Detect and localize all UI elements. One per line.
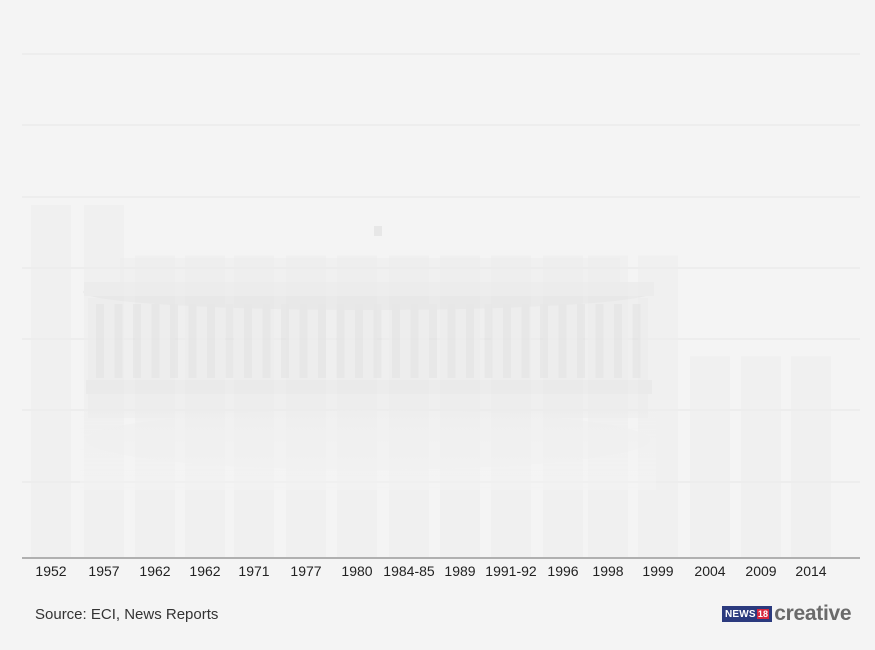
building-column — [392, 304, 400, 378]
logo-badge: NEWS 18 — [722, 606, 773, 622]
x-tick-label: 2004 — [694, 563, 725, 579]
x-tick-label: 1991-92 — [485, 563, 537, 579]
building-column — [466, 304, 474, 378]
x-tick-label: 1980 — [341, 563, 372, 579]
building-column — [262, 304, 271, 378]
building-column — [170, 304, 178, 378]
bar — [31, 205, 71, 558]
building-column — [355, 304, 363, 378]
x-tick-label: 1984-85 — [383, 563, 435, 579]
building-column — [96, 304, 104, 378]
logo-badge-text: NEWS — [725, 608, 756, 620]
x-tick-label: 2009 — [745, 563, 776, 579]
x-tick-label: 1957 — [88, 563, 119, 579]
x-tick-label: 1996 — [547, 563, 578, 579]
logo-badge-number: 18 — [756, 609, 770, 619]
building-column — [595, 304, 604, 378]
building-column — [429, 304, 437, 378]
x-tick-label: 2014 — [795, 563, 826, 579]
building-column — [281, 304, 289, 378]
building-column — [114, 304, 123, 378]
building-column — [318, 304, 326, 378]
building-column — [632, 304, 641, 378]
building-column — [558, 304, 567, 378]
building-column — [540, 304, 548, 378]
building-column — [188, 304, 197, 378]
x-tick-label: 1962 — [139, 563, 170, 579]
bar — [791, 356, 831, 558]
building-column — [503, 304, 511, 378]
building-column — [244, 304, 252, 378]
building-column — [614, 304, 622, 378]
building-column — [151, 304, 160, 378]
building-column — [133, 304, 141, 378]
source-note: Source: ECI, News Reports — [35, 606, 219, 623]
x-tick-label: 1998 — [592, 563, 623, 579]
x-tick-label: 1952 — [35, 563, 66, 579]
logo-word: creative — [774, 602, 852, 625]
building-column — [521, 304, 530, 378]
building-column — [484, 304, 493, 378]
x-tick-label: 1971 — [238, 563, 269, 579]
building-column — [447, 304, 456, 378]
x-tick-label: 1962 — [189, 563, 220, 579]
building-column — [577, 304, 585, 378]
building-column — [336, 304, 345, 378]
news18-creative-logo: NEWS 18 creative — [722, 601, 852, 627]
building-column — [225, 304, 234, 378]
building-column — [373, 304, 382, 378]
bar — [741, 356, 781, 558]
x-tick-label: 1989 — [444, 563, 475, 579]
building-column — [299, 304, 308, 378]
parliament-building-watermark — [80, 226, 656, 490]
x-tick-label: 1977 — [290, 563, 321, 579]
building-column — [207, 304, 215, 378]
building-column — [410, 304, 419, 378]
bar — [690, 356, 730, 558]
x-tick-labels: 1952 1957 1962 1962 1971 1977 1980 1984-85 1989 1… — [35, 563, 826, 579]
x-tick-label: 1999 — [642, 563, 673, 579]
